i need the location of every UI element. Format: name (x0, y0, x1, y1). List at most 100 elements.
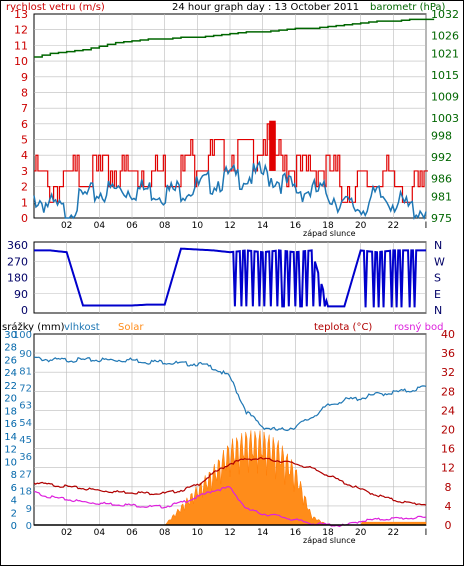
compass-tick-label: S (434, 272, 441, 285)
hour-tick-label: 14 (257, 221, 269, 231)
barometer-axis-title: barometr (hPa) (370, 2, 446, 13)
wind-tick-label: 1 (21, 196, 28, 209)
wind-tick-label: 7 (21, 102, 28, 115)
sunset-label-3: západ slunce (303, 536, 356, 545)
wind-tick-label: 0 (21, 212, 28, 225)
rain-tick-label: 16 (4, 419, 17, 430)
humidity-tick-label: 72 (19, 383, 32, 394)
pressure-tick-label: 1032 (431, 8, 459, 21)
humidity-tick-label: 54 (19, 418, 32, 429)
rain-tick-label: 8 (11, 470, 17, 481)
rain-tick-label: 18 (4, 406, 17, 417)
wind-speed-axis-title: rychlost vetru (m/s) (6, 2, 105, 13)
graph-title: 24 hour graph day : 13 October 2011 (172, 2, 359, 13)
temperature-line (33, 456, 427, 506)
hour-tick-label: 04 (94, 221, 106, 231)
rain-tick-label: 2 (11, 508, 17, 519)
rain-tick-label: 22 (4, 381, 17, 392)
rain-tick-label: 10 (4, 457, 17, 468)
pressure-ticks: 975 981 986 992 998 1003 1009 1015 1021 1026 1032 (431, 8, 459, 225)
hour-tick-label: 04 (94, 528, 106, 538)
sunset-label-1: západ slunce (303, 229, 356, 238)
humidity-tick-label: 45 (19, 435, 32, 446)
wind-tick-label: 11 (14, 39, 28, 52)
rain-tick-label: 14 (4, 432, 17, 443)
humidity-tick-label: 9 (26, 504, 32, 515)
hour-tick-label: 18 (322, 221, 334, 231)
wind-speed-line (33, 160, 427, 221)
direction-tick-label: 180 (7, 272, 28, 285)
humidity-tick-label: 27 (19, 469, 32, 480)
wind-pressure-grid (34, 14, 427, 218)
wind-tick-label: 8 (21, 86, 28, 99)
pressure-tick-label: 975 (431, 212, 452, 225)
temperature-tick-label: 0 (445, 519, 452, 532)
wind-tick-label: 2 (21, 181, 28, 194)
temperature-tick-label: 16 (441, 443, 455, 456)
direction-tick-label: 360 (7, 239, 28, 252)
legend-humidity: vlhkost (64, 322, 100, 333)
compass-tick-label: E (434, 288, 441, 301)
direction-tick-label: 270 (7, 255, 28, 268)
wind-tick-label: 6 (21, 118, 28, 131)
temperature-tick-label: 4 (445, 500, 452, 513)
rain-tick-label: 6 (11, 483, 17, 494)
direction-tick-label: 90 (14, 288, 28, 301)
rain-tick-label: 28 (4, 343, 17, 354)
rain-tick-label: 12 (4, 445, 17, 456)
temperature-tick-label: 32 (441, 366, 455, 379)
hour-tick-label: 12 (224, 221, 235, 231)
rain-tick-label: 24 (4, 368, 17, 379)
wind-tick-label: 5 (21, 134, 28, 147)
dewpoint-line (33, 486, 427, 528)
hour-tick-label: 18 (322, 528, 334, 538)
legend-temperature: teplota (°C) (314, 322, 372, 333)
hour-tick-label: 02 (61, 221, 72, 231)
pressure-tick-label: 1009 (431, 90, 459, 103)
hour-tick-label: 14 (257, 528, 269, 538)
pressure-tick-label: 986 (431, 173, 452, 186)
compass-tick-label: W (434, 255, 445, 268)
panel1-hour-ticks: 02 04 06 08 10 12 14 16 18 20 22 I (61, 221, 427, 231)
temperature-tick-label: 28 (441, 385, 455, 398)
pressure-line (34, 18, 435, 58)
hour-tick-label: 12 (224, 528, 235, 538)
pressure-tick-label: 1026 (431, 29, 459, 42)
compass-tick-label: N (434, 239, 442, 252)
pressure-tick-label: 998 (431, 130, 452, 143)
humidity-tick-label: 90 (19, 349, 32, 360)
hour-tick-label: 20 (355, 528, 367, 538)
temperature-ticks: 0 4 8 12 16 20 24 28 32 36 40 (441, 328, 455, 532)
legend-solar: Solar (118, 322, 144, 333)
legend-dewpoint: rosný bod (394, 321, 443, 333)
hour-tick-label: 22 (388, 528, 399, 538)
hour-tick-label: 06 (126, 528, 138, 538)
gust-step-line (34, 123, 428, 203)
wind-direction-grid (34, 242, 427, 313)
rain-tick-label: 0 (11, 521, 17, 532)
humidity-tick-label: 18 (19, 487, 32, 498)
hour-tick-label: I (425, 528, 428, 538)
legend-rain: srážky (mm) (2, 321, 65, 333)
hour-tick-label: 08 (159, 221, 171, 231)
hour-tick-label: 06 (126, 221, 138, 231)
hour-tick-label: 02 (61, 528, 72, 538)
temperature-tick-label: 24 (441, 404, 455, 417)
humidity-tick-label: 63 (19, 401, 32, 412)
hour-tick-label: 10 (192, 221, 204, 231)
panel3-hour-ticks: 02 04 06 08 10 12 14 16 18 20 22 I (61, 528, 427, 538)
pressure-tick-label: 992 (431, 151, 452, 164)
hour-tick-label: 08 (159, 528, 171, 538)
rain-tick-label: 26 (4, 355, 17, 366)
direction-tick-label: 0 (21, 304, 28, 317)
compass-tick-label: N (434, 304, 442, 317)
temperature-tick-label: 36 (441, 347, 455, 360)
hour-tick-label: 16 (290, 528, 302, 538)
humidity-line (33, 356, 427, 432)
hour-tick-label: 22 (388, 221, 399, 231)
